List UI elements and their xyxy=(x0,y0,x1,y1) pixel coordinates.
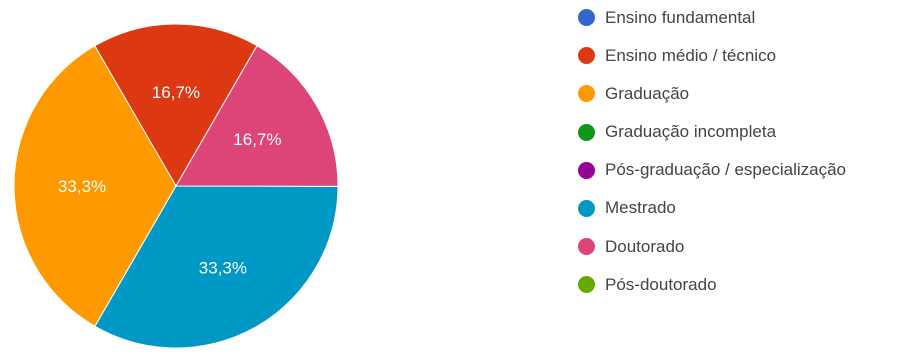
legend-color-swatch xyxy=(578,199,595,217)
legend-color-swatch xyxy=(578,276,595,294)
legend-color-swatch xyxy=(578,161,595,179)
legend-label: Graduação xyxy=(605,83,690,103)
legend-item[interactable]: Pós-graduação / especialização xyxy=(578,160,846,180)
legend-item[interactable]: Mestrado xyxy=(578,198,846,218)
legend-color-swatch xyxy=(578,123,595,141)
legend-label: Mestrado xyxy=(605,198,676,218)
pie-slice-2[interactable] xyxy=(94,23,258,187)
legend-item[interactable]: Doutorado xyxy=(578,237,846,256)
legend-color-swatch xyxy=(578,85,595,103)
legend-color-swatch xyxy=(578,9,595,26)
pie-slice-3[interactable] xyxy=(13,45,177,327)
chart-legend[interactable]: Ensino fundamental Ensino médio / técnico… xyxy=(578,8,846,314)
legend-item[interactable]: Pós-doutorado xyxy=(578,275,846,294)
pie-slice-6[interactable] xyxy=(94,185,339,349)
slice-value-label: 33,3% xyxy=(58,177,106,196)
slice-value-label: 16,7% xyxy=(233,130,281,149)
pie-slice-7[interactable] xyxy=(175,45,339,187)
legend-item[interactable]: Graduação incompleta xyxy=(578,122,846,142)
legend-label: Ensino médio / técnico xyxy=(605,45,777,65)
slice-value-label: 33,3% xyxy=(199,258,247,277)
legend-item[interactable]: Ensino médio / técnico xyxy=(578,46,846,65)
pie-chart: 16,7% 33,3% 33,3% 16,7% xyxy=(0,0,360,359)
legend-label: Pós-doutorado xyxy=(605,274,717,294)
legend-item[interactable]: Ensino fundamental xyxy=(578,8,846,27)
legend-label: Doutorado xyxy=(605,236,685,256)
legend-color-swatch xyxy=(578,47,595,65)
slice-value-label: 16,7% xyxy=(152,83,200,102)
legend-item[interactable]: Graduação xyxy=(578,84,846,103)
legend-label: Graduação incompleta xyxy=(605,122,777,142)
legend-color-swatch xyxy=(578,238,595,256)
legend-label: Pós-graduação / especialização xyxy=(605,160,846,180)
legend-label: Ensino fundamental xyxy=(605,7,756,27)
pie-chart-svg: 16,7% 33,3% 33,3% 16,7% xyxy=(13,23,339,349)
